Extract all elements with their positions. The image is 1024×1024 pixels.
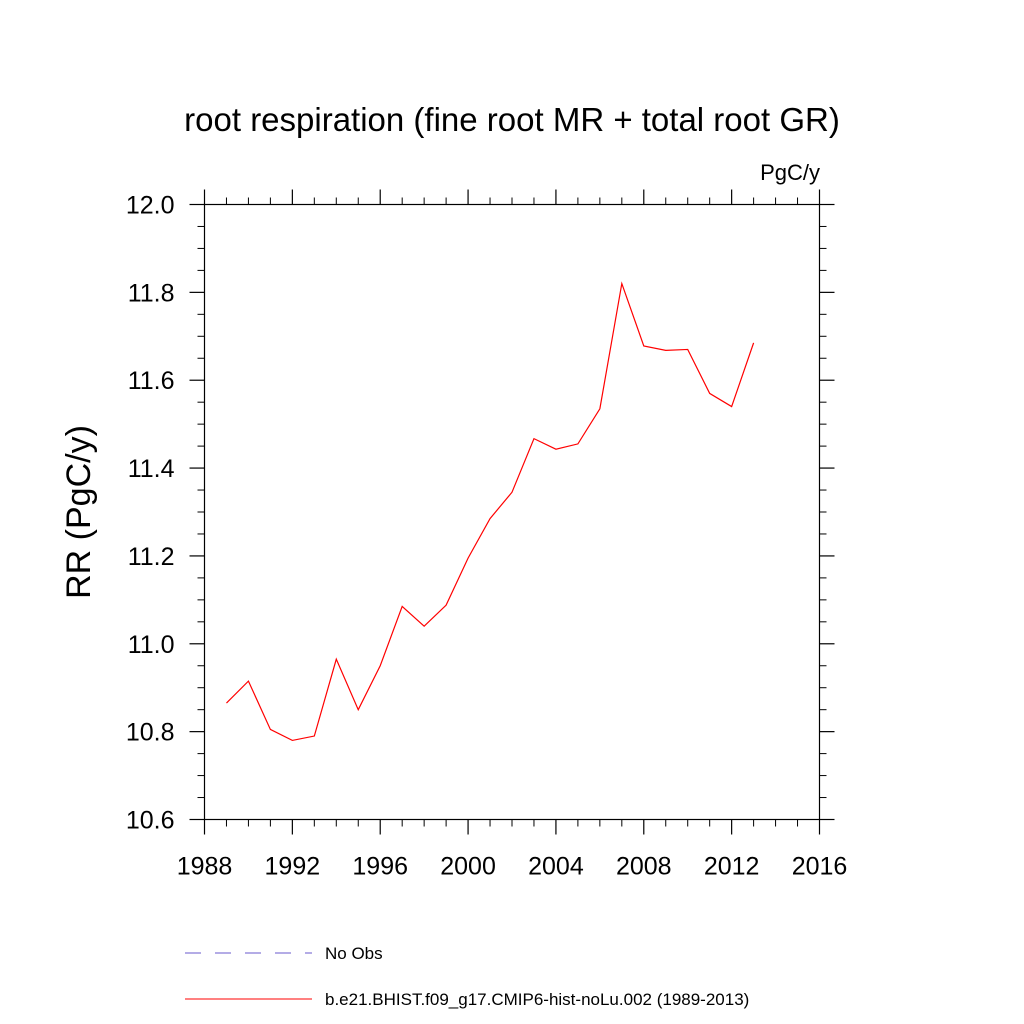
- axis-ticks: [189, 189, 835, 835]
- legend: No Obs b.e21.BHIST.f09_g17.CMIP6-hist-noL…: [185, 944, 749, 1009]
- legend-label: b.e21.BHIST.f09_g17.CMIP6-hist-noLu.002 …: [325, 990, 749, 1009]
- y-tick-label: 11.8: [128, 279, 175, 307]
- y-tick-label: 10.8: [126, 719, 175, 747]
- x-tick-label: 1988: [177, 853, 233, 881]
- legend-label: No Obs: [325, 944, 383, 963]
- x-tick-label: 1992: [265, 853, 321, 881]
- y-tick-label: 11.6: [128, 367, 175, 395]
- y-tick-label: 11.0: [128, 631, 175, 659]
- y-tick-label: 12.0: [126, 192, 175, 220]
- plot-frame: [203, 203, 821, 821]
- x-tick-label: 2000: [440, 853, 496, 881]
- y-tick-label: 11.2: [128, 543, 175, 571]
- tick-labels: 1988 1992 1996 2000 2004 2008 2012 2016 10.6 10.8…: [126, 192, 847, 881]
- series-layer: [226, 281, 755, 742]
- x-tick-label: 2016: [792, 853, 848, 881]
- series-line: [226, 281, 755, 742]
- y-axis-label: RR (PgC/y): [60, 425, 98, 599]
- x-tick-label: 1996: [352, 853, 408, 881]
- y-tick-label: 10.6: [126, 807, 175, 835]
- units-label: PgC/y: [760, 160, 820, 185]
- x-tick-label: 2012: [704, 853, 760, 881]
- chart-title: root respiration (fine root MR + total r…: [184, 101, 840, 138]
- x-tick-label: 2008: [616, 853, 672, 881]
- x-tick-label: 2004: [528, 853, 584, 881]
- y-tick-label: 11.4: [128, 455, 175, 483]
